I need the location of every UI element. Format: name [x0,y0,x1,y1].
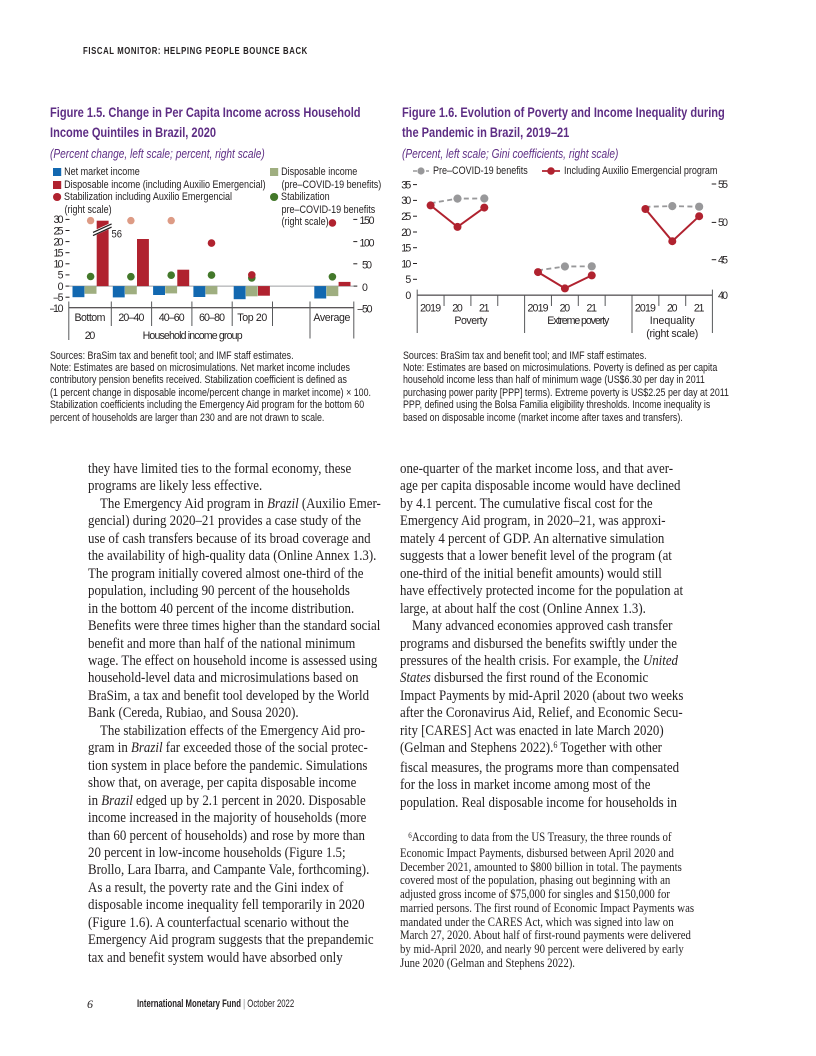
svg-text:21: 21 [694,303,705,315]
svg-text:55: 55 [718,179,728,191]
svg-text:56: 56 [112,229,123,241]
svg-text:Inequality: Inequality [650,315,696,327]
svg-text:20: 20 [401,227,411,239]
svg-text:15: 15 [401,243,411,255]
svg-text:21: 21 [479,303,490,315]
svg-text:5: 5 [58,270,64,282]
svg-text:20: 20 [54,236,64,248]
svg-text:100: 100 [360,237,375,249]
svg-text:30: 30 [54,214,64,226]
svg-text:5: 5 [405,274,411,286]
svg-text:20–40: 20–40 [118,312,144,324]
svg-text:60–80: 60–80 [199,312,225,324]
svg-text:0: 0 [362,282,368,294]
svg-text:Poverty: Poverty [454,315,488,327]
svg-text:21: 21 [587,303,598,315]
svg-text:20: 20 [452,303,463,315]
svg-text:150: 150 [360,215,375,227]
svg-text:–10: –10 [50,303,64,315]
svg-text:2019: 2019 [635,303,656,315]
svg-text:30: 30 [401,195,411,207]
svg-text:20: 20 [85,330,96,342]
svg-text:–50: –50 [358,303,373,315]
svg-text:40–60: 40–60 [159,312,185,324]
svg-text:20: 20 [560,303,571,315]
svg-text:50: 50 [718,217,728,229]
svg-text:0: 0 [405,290,411,302]
svg-text:Household income group: Household income group [143,330,243,342]
svg-text:2019: 2019 [528,303,549,315]
svg-text:Bottom: Bottom [75,312,106,324]
svg-text:50: 50 [362,260,372,272]
svg-text:Extreme poverty: Extreme poverty [547,315,610,327]
svg-text:2019: 2019 [420,303,441,315]
svg-text:Average: Average [313,312,350,324]
svg-text:20: 20 [667,303,678,315]
svg-text:Top 20: Top 20 [237,312,267,324]
svg-text:45: 45 [718,255,728,267]
svg-text:25: 25 [401,211,411,223]
svg-text:40: 40 [718,290,728,302]
svg-text:0: 0 [58,281,64,293]
svg-text:–5: –5 [54,292,64,304]
svg-text:25: 25 [54,225,64,237]
svg-text:10: 10 [401,258,411,270]
svg-text:(right scale): (right scale) [646,328,698,340]
svg-text:35: 35 [401,179,411,191]
svg-text:15: 15 [54,248,64,260]
svg-text:10: 10 [54,259,64,271]
